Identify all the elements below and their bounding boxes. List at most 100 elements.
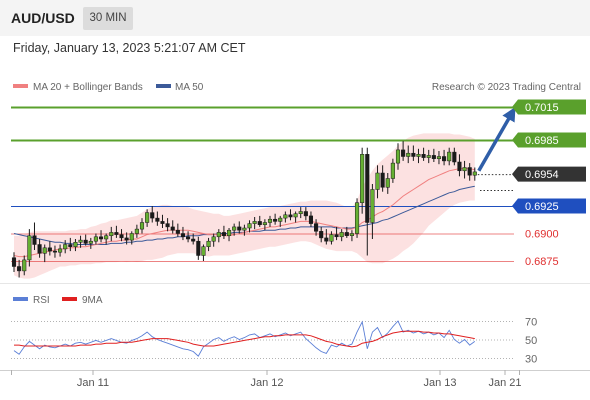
top-bar: AUD/USD 30 MIN (0, 0, 590, 36)
candle-39 (211, 233, 216, 247)
x-tick-label: Jan 12 (250, 377, 283, 389)
candle-body-up (42, 247, 47, 254)
candle-29 (160, 214, 165, 228)
candle-body-up (145, 212, 150, 223)
rsi-panel: 70 50 30 (11, 317, 537, 366)
candle-64 (339, 229, 344, 242)
candle-31 (170, 220, 175, 234)
candle-32 (175, 223, 180, 237)
price-tag-text: 0.6925 (525, 201, 559, 213)
candle-body-up (134, 228, 139, 234)
candlesticks (11, 141, 477, 278)
price-legend: MA 20 + Bollinger Bands MA 50 Research ©… (13, 82, 581, 93)
candle-body-down (237, 226, 242, 231)
candle-67 (354, 198, 360, 238)
candle-88 (462, 160, 467, 179)
candle-body-down (68, 244, 73, 247)
candle-2 (22, 255, 27, 276)
candle-1 (17, 259, 22, 278)
candle-body-up (354, 202, 360, 234)
candle-7 (47, 241, 52, 256)
price-tag-text: 0.6985 (525, 135, 559, 147)
candle-71 (375, 165, 380, 199)
currency-pair-title: AUD/USD (11, 10, 75, 26)
candle-13 (78, 235, 83, 248)
candle-63 (334, 226, 339, 241)
candle-79 (416, 148, 421, 164)
candle-body-down (221, 232, 226, 236)
candle-body-up (370, 189, 375, 223)
candle-21 (119, 229, 124, 242)
candle-75 (395, 143, 401, 170)
candle-body-up (298, 211, 303, 214)
candle-body-down (83, 239, 88, 244)
candle-body-up (78, 239, 83, 243)
candle-body-down (334, 234, 339, 238)
candle-19 (109, 226, 114, 242)
x-tick-label: Jan 21 (488, 377, 521, 389)
timestamp: Friday, January 13, 2023 5:21:07 AM CET (13, 41, 246, 55)
candle-body-down (47, 247, 52, 252)
candle-body-down (98, 236, 104, 240)
candle-body-up (206, 240, 211, 247)
candle-body-up (27, 235, 32, 261)
candle-14 (83, 234, 88, 246)
candle-body-down (114, 232, 119, 235)
candle-85 (447, 147, 452, 166)
candle-5 (37, 239, 42, 258)
candle-body-down (191, 238, 196, 242)
candle-body-up (109, 232, 114, 236)
candle-body-up (416, 154, 421, 157)
candle-28 (155, 211, 160, 226)
projection (477, 106, 516, 172)
price-tag-box (512, 132, 586, 148)
candle-56 (298, 207, 303, 219)
candle-body-down (344, 232, 349, 236)
candle-55 (293, 211, 298, 223)
candle-81 (426, 149, 431, 164)
candle-body-down (314, 223, 319, 232)
candle-body-up (242, 227, 247, 231)
price-tag-text: 0.6954 (525, 169, 559, 181)
candle-90 (472, 167, 477, 181)
candle-26 (145, 209, 150, 227)
copyright-text: Research © 2023 Trading Central (432, 82, 581, 93)
candle-body-down (11, 257, 17, 267)
candle-body-up (232, 226, 237, 231)
candle-46 (247, 220, 252, 233)
candle-body-up (267, 218, 273, 223)
candle-body-down (303, 211, 308, 217)
candle-body-down (288, 214, 293, 218)
legend-swatch-rsi (13, 297, 28, 301)
candle-83 (436, 151, 442, 165)
candle-62 (329, 231, 334, 245)
candle-body-down (165, 223, 170, 228)
candle-body-up (139, 222, 145, 230)
candle-body-up (73, 242, 78, 247)
candle-body-down (175, 229, 180, 234)
candle-37 (201, 244, 206, 261)
candle-body-up (278, 217, 283, 222)
candle-41 (221, 225, 226, 239)
candle-86 (452, 147, 457, 166)
legend-label-ma50: MA 50 (175, 82, 204, 93)
candle-body-down (431, 155, 436, 159)
candle-66 (349, 230, 354, 242)
candle-body-up (349, 233, 354, 236)
candle-51 (273, 213, 278, 225)
candle-87 (457, 154, 462, 177)
candle-76 (401, 141, 406, 161)
timeframe-button[interactable]: 30 MIN (83, 7, 133, 30)
candle-72 (380, 165, 385, 192)
candle-body-up (329, 234, 334, 242)
x-tick-label: Jan 13 (423, 377, 456, 389)
candle-body-up (375, 172, 380, 190)
candle-body-down (180, 233, 186, 238)
candle-body-down (32, 235, 37, 245)
candle-body-up (426, 155, 431, 158)
legend-label-9ma: 9MA (82, 295, 103, 306)
candle-16 (93, 233, 98, 245)
candle-23 (129, 231, 134, 245)
candle-body-down (365, 154, 370, 223)
price-tag-0.7015: 0.7015 (512, 99, 586, 115)
